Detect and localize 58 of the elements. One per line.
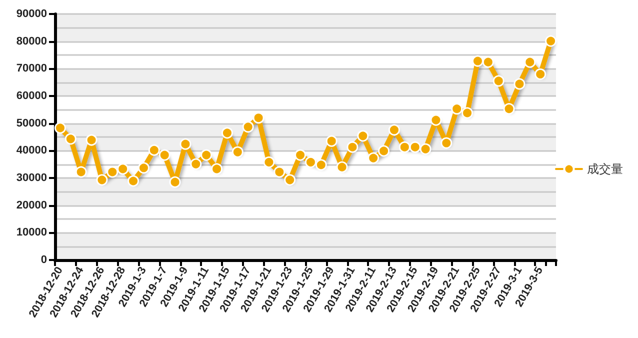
point [524,56,536,68]
point [148,144,160,156]
point [462,107,474,119]
point [252,112,264,124]
point [242,121,254,133]
point [357,130,369,142]
point [232,146,244,158]
point [304,156,316,168]
point [378,145,390,157]
point [274,166,286,178]
point [545,35,557,47]
point [388,124,400,136]
point [409,141,421,153]
point [158,149,170,161]
point [336,161,348,173]
point [190,158,202,170]
point [96,174,108,186]
point [117,163,129,175]
point [492,75,504,87]
point [263,156,275,168]
point [326,135,338,147]
point [534,68,546,80]
point [128,175,140,187]
y-tick-label: 60000 [16,90,47,102]
point [106,166,118,178]
legend-label: 成交量 [587,162,623,176]
point [514,78,526,90]
point [440,137,452,149]
point [86,134,98,146]
y-tick-label: 80000 [16,35,47,48]
point [284,174,296,186]
point [211,163,223,175]
point [75,166,87,178]
point [54,122,66,134]
y-tick-label: 30000 [16,172,47,184]
point [180,138,192,150]
point [451,103,463,115]
point [138,162,150,174]
point [200,149,212,161]
point [398,141,410,153]
point [294,149,306,161]
y-tick-label: 70000 [16,62,47,75]
y-tick-label: 50000 [16,117,47,130]
y-tick-label: 90000 [16,8,47,20]
point [346,141,358,153]
point [420,143,432,155]
point [169,176,181,188]
point [368,152,380,164]
y-tick-label: 40000 [16,144,47,157]
point [430,114,442,126]
point [221,127,233,139]
point [503,103,515,115]
point [482,56,494,68]
y-tick-label: 10000 [16,226,47,239]
y-tick-label: 20000 [16,199,47,212]
point [315,159,327,171]
point [64,133,76,145]
y-tick-label: 0 [40,254,47,266]
